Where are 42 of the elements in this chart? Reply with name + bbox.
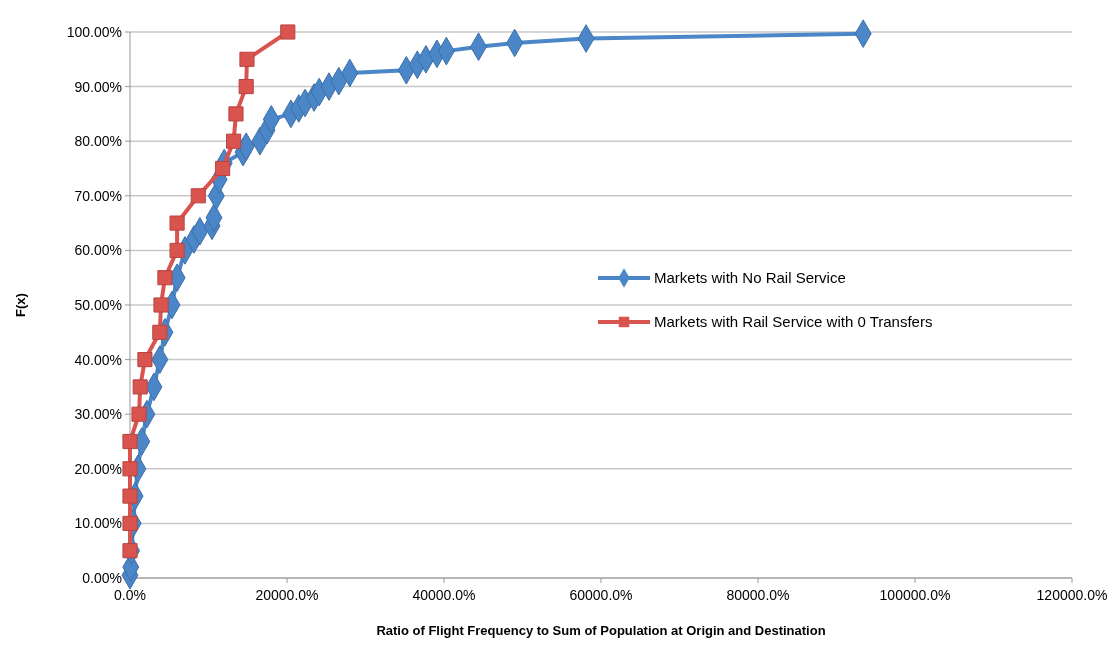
x-tick-label: 80000.0% xyxy=(726,587,790,603)
point xyxy=(131,406,147,422)
y-axis-title: F(x) xyxy=(13,293,28,317)
point xyxy=(122,488,138,504)
y-tick-label: 80.00% xyxy=(74,133,122,150)
x-tick-label: 20000.0% xyxy=(255,587,319,603)
point xyxy=(157,270,173,286)
x-tick-label: 40000.0% xyxy=(412,587,476,603)
point xyxy=(122,543,138,559)
x-tick-label: 100000.0% xyxy=(879,587,951,603)
y-tick-label: 50.00% xyxy=(74,296,122,313)
point xyxy=(169,242,185,258)
point xyxy=(215,160,231,177)
y-tick-label: 90.00% xyxy=(74,78,122,95)
point xyxy=(169,215,185,231)
point xyxy=(153,297,169,313)
point xyxy=(137,352,153,368)
x-axis-title: Ratio of Flight Frequency to Sum of Population at Origin and Destination xyxy=(376,623,826,638)
point xyxy=(280,24,296,40)
x-tick-label: 60000.0% xyxy=(569,587,633,603)
point xyxy=(190,188,206,204)
y-tick-label: 60.00% xyxy=(74,242,122,259)
point xyxy=(122,515,138,531)
point xyxy=(238,79,254,95)
legend-label: Markets with No Rail Service xyxy=(654,269,846,287)
x-tick-label: 0.0% xyxy=(114,587,146,603)
y-tick-label: 100.00% xyxy=(66,23,122,40)
point xyxy=(228,106,244,122)
y-tick-label: 20.00% xyxy=(74,460,122,477)
point xyxy=(152,324,168,340)
y-tick-label: 30.00% xyxy=(74,406,122,423)
x-tick-label: 120000.0% xyxy=(1036,587,1108,603)
point xyxy=(122,433,138,450)
point xyxy=(122,461,138,477)
point xyxy=(226,133,242,149)
legend-label: Markets with Rail Service with 0 Transfers xyxy=(654,313,933,331)
y-tick-label: 70.00% xyxy=(74,187,122,204)
y-tick-label: 40.00% xyxy=(74,351,122,368)
y-tick-label: 10.00% xyxy=(74,515,122,532)
point xyxy=(132,379,148,395)
y-tick-label: 0.00% xyxy=(82,569,122,586)
point xyxy=(239,51,255,67)
